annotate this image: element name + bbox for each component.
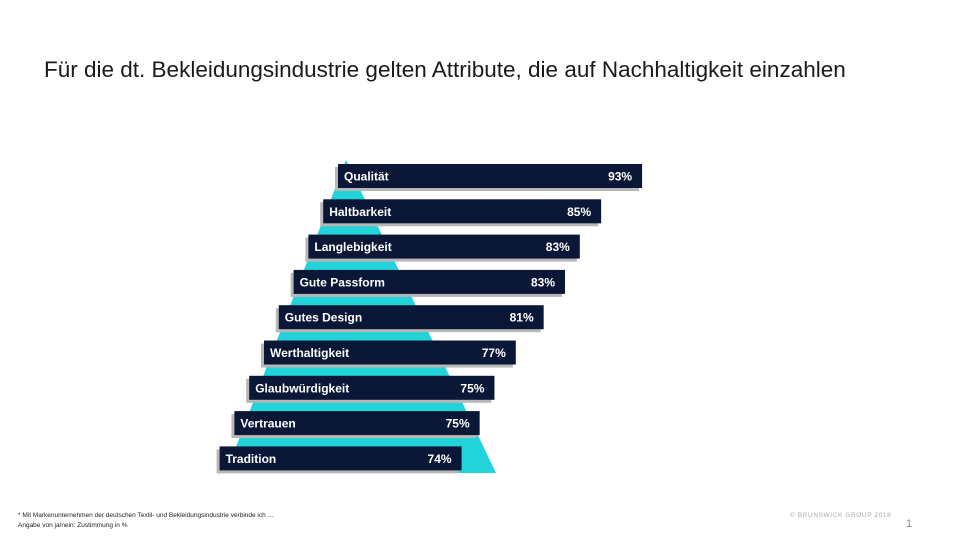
footnote-line-2: Angabe von ja/nein: Zustimmung in % [18, 522, 128, 529]
bar-2 [323, 199, 602, 224]
bar-label-4: Gute Passform [300, 275, 385, 289]
slide-title: Für die dt. Bekleidungsindustrie gelten … [44, 57, 846, 82]
bar-label-8: Vertrauen [240, 417, 295, 431]
page-number: 1 [906, 518, 913, 530]
bar-label-3: Langlebigkeit [314, 240, 391, 254]
bar-3 [308, 234, 580, 259]
bar-7 [249, 375, 495, 400]
bar-label-7: Glaubwürdigkeit [255, 381, 349, 395]
footnote: * Mit Markenunternehmen der deutschen Te… [18, 511, 274, 531]
bar-9 [219, 446, 462, 471]
bar-label-2: Haltbarkeit [329, 205, 391, 219]
bar-value-5: 81% [510, 311, 534, 325]
bar-5 [278, 305, 544, 330]
bar-value-7: 75% [460, 381, 484, 395]
copyright: © BRUNSWICK GROUP 2018 [790, 512, 892, 519]
bar-value-6: 77% [482, 346, 506, 360]
bar-label-6: Werthaltigkeit [270, 346, 349, 360]
bar-1 [338, 164, 643, 188]
bar-6 [264, 340, 516, 365]
bar-label-9: Tradition [226, 452, 277, 466]
bar-value-2: 85% [567, 205, 591, 219]
bar-4 [293, 269, 566, 294]
bar-label-5: Gutes Design [285, 311, 362, 325]
bar-label-1: Qualität [344, 170, 389, 184]
bar-value-8: 75% [446, 417, 470, 431]
bar-8 [234, 411, 480, 436]
bar-value-1: 93% [608, 170, 632, 184]
footnote-line-1: * Mit Markenunternehmen der deutschen Te… [18, 512, 275, 519]
bar-value-4: 83% [531, 275, 555, 289]
bar-value-9: 74% [428, 452, 452, 466]
bar-value-3: 83% [546, 240, 570, 254]
